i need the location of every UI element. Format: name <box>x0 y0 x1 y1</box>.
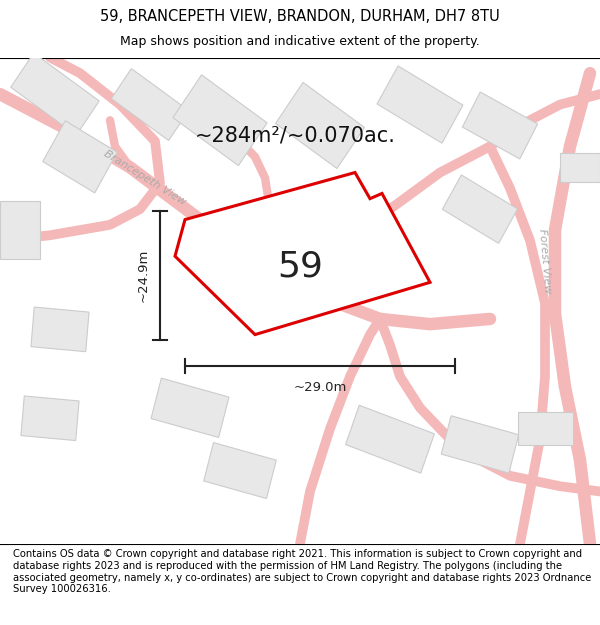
Polygon shape <box>275 82 364 169</box>
Text: 59: 59 <box>277 249 323 284</box>
Polygon shape <box>377 66 463 143</box>
Polygon shape <box>463 92 538 159</box>
Polygon shape <box>151 378 229 438</box>
Text: Map shows position and indicative extent of the property.: Map shows position and indicative extent… <box>120 35 480 48</box>
Text: 59, BRANCEPETH VIEW, BRANDON, DURHAM, DH7 8TU: 59, BRANCEPETH VIEW, BRANDON, DURHAM, DH… <box>100 9 500 24</box>
Polygon shape <box>346 405 434 473</box>
Polygon shape <box>0 201 40 259</box>
Polygon shape <box>442 175 518 243</box>
Polygon shape <box>203 442 277 499</box>
Text: Contains OS data © Crown copyright and database right 2021. This information is : Contains OS data © Crown copyright and d… <box>13 549 592 594</box>
Polygon shape <box>517 412 572 446</box>
Polygon shape <box>175 173 430 334</box>
Polygon shape <box>173 75 267 166</box>
Polygon shape <box>111 69 189 141</box>
Polygon shape <box>43 121 117 193</box>
Polygon shape <box>31 307 89 352</box>
Polygon shape <box>11 53 99 135</box>
Text: Forest View: Forest View <box>537 229 553 294</box>
Polygon shape <box>21 396 79 441</box>
Polygon shape <box>441 416 519 473</box>
Text: ~24.9m: ~24.9m <box>137 249 150 302</box>
Text: ~29.0m: ~29.0m <box>293 381 347 394</box>
Polygon shape <box>560 152 600 182</box>
Text: Brancepeth View: Brancepeth View <box>102 148 188 207</box>
Text: ~284m²/~0.070ac.: ~284m²/~0.070ac. <box>194 126 395 146</box>
